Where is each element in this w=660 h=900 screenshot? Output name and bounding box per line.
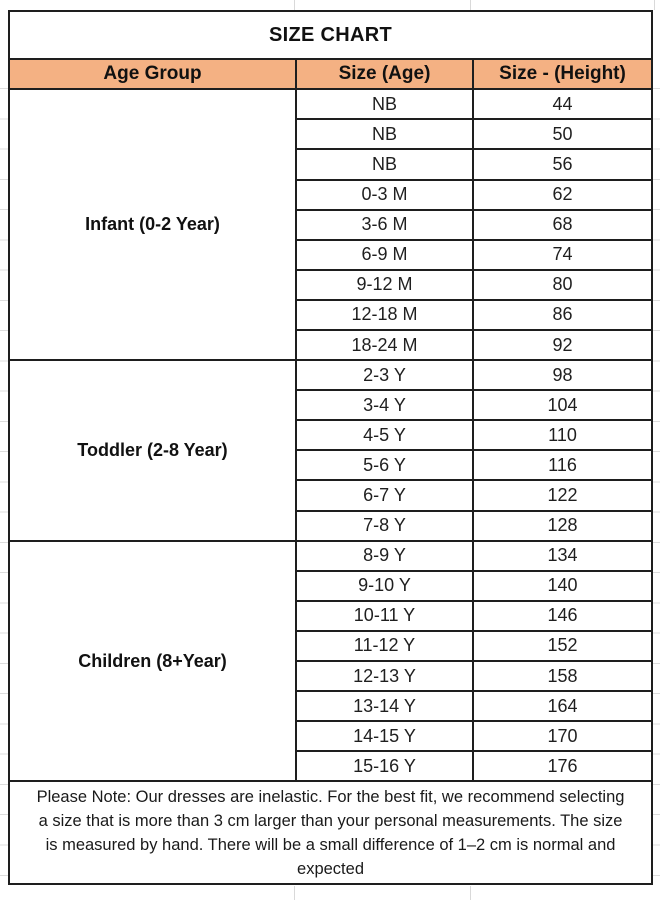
height-cell: 80 (471, 268, 654, 301)
table-row: Children (8+Year) 8-9 Y 134 (8, 539, 654, 783)
size-cell: 9-10 Y (295, 569, 474, 602)
gridline-ticks-right (652, 88, 660, 886)
height-cell: 146 (471, 599, 654, 632)
table-row: 9-10 Y 140 (9, 569, 654, 602)
size-cell: NB (295, 118, 474, 151)
size-cell: 6-7 Y (295, 479, 474, 512)
table-row: 18-24 M 92 (9, 328, 654, 362)
size-cell: 15-16 Y (295, 750, 474, 783)
table-row: 7-8 Y 128 (9, 509, 654, 542)
size-cell: 3-6 M (295, 208, 474, 241)
table-row: 3-4 Y 104 (9, 389, 654, 422)
height-cell: 62 (471, 178, 654, 211)
table-row: 9-12 M 80 (9, 268, 654, 301)
size-cell: 9-12 M (295, 268, 474, 301)
table-row: 6-9 M 74 (9, 238, 654, 271)
height-cell: 56 (471, 148, 654, 181)
size-cell: 5-6 Y (295, 449, 474, 482)
table-row: Infant (0-2 Year) NB 44 (8, 88, 654, 362)
height-cell: 98 (471, 359, 654, 392)
height-cell: 158 (471, 660, 654, 693)
table-row: 4-5 Y 110 (9, 419, 654, 452)
gridline-tick (654, 0, 655, 10)
gridline-tick (470, 886, 471, 900)
header-row: Age Group Size (Age) Size - (Height) (8, 58, 654, 91)
gridline-tick (294, 0, 295, 10)
height-cell: 170 (471, 720, 654, 753)
table-row: 14-15 Y 170 (9, 720, 654, 753)
size-cell: 10-11 Y (295, 599, 474, 632)
table-row: 6-7 Y 122 (9, 479, 654, 512)
height-cell: 104 (471, 389, 654, 422)
gridline-ticks-left (0, 88, 8, 886)
size-cell: NB (295, 148, 474, 181)
size-cell: 4-5 Y (295, 419, 474, 452)
group-cell-infant: Infant (0-2 Year) (8, 88, 297, 362)
size-cell: 2-3 Y (295, 359, 474, 392)
table-row: 3-6 M 68 (9, 208, 654, 241)
table-row: 0-3 M 62 (9, 178, 654, 211)
size-cell: 18-24 M (295, 328, 474, 362)
table-row: 5-6 Y 116 (9, 449, 654, 482)
height-cell: 74 (471, 238, 654, 271)
table-row: 11-12 Y 152 (9, 629, 654, 663)
size-cell: 6-9 M (295, 238, 474, 271)
table-row: 10-11 Y 146 (9, 599, 654, 632)
table-row: NB 56 (9, 148, 654, 181)
height-cell: 164 (471, 690, 654, 723)
group-cell-children: Children (8+Year) (8, 539, 297, 783)
height-cell: 86 (471, 298, 654, 332)
size-cell: 3-4 Y (295, 389, 474, 422)
height-cell: 140 (471, 569, 654, 602)
gridline-tick (470, 0, 471, 10)
height-cell: 122 (471, 479, 654, 512)
height-cell: 152 (471, 629, 654, 663)
note-row: Please Note: Our dresses are inelastic. … (7, 780, 654, 885)
size-cell: NB (295, 88, 474, 121)
height-cell: 50 (471, 118, 654, 151)
height-cell: 110 (471, 419, 654, 452)
table-row: 15-16 Y 176 (9, 750, 654, 783)
size-chart-table: SIZE CHART Age Group Size (Age) Size - (… (7, 9, 654, 885)
note-text: Please Note: Our dresses are inelastic. … (7, 780, 654, 885)
height-cell: 68 (471, 208, 654, 241)
size-cell: 0-3 M (295, 178, 474, 211)
size-cell: 14-15 Y (295, 720, 474, 753)
size-cell: 12-18 M (295, 298, 474, 332)
height-cell: 44 (471, 88, 654, 121)
page-title: SIZE CHART (7, 9, 654, 61)
header-cell-age-group: Age Group (8, 58, 297, 91)
header-cell-size-age: Size (Age) (295, 58, 474, 91)
table-row: 12-18 M 86 (9, 298, 654, 332)
table-row: 13-14 Y 164 (9, 690, 654, 723)
header-cell-size-height: Size - (Height) (471, 58, 654, 91)
size-cell: 11-12 Y (295, 629, 474, 663)
size-cell: 13-14 Y (295, 690, 474, 723)
height-cell: 92 (471, 328, 654, 362)
height-cell: 116 (471, 449, 654, 482)
size-cell: 8-9 Y (295, 539, 474, 572)
group-cell-toddler: Toddler (2-8 Year) (8, 359, 297, 542)
height-cell: 128 (471, 509, 654, 542)
table-row: 12-13 Y 158 (9, 660, 654, 693)
gridline-tick (294, 886, 295, 900)
height-cell: 176 (471, 750, 654, 783)
size-cell: 7-8 Y (295, 509, 474, 542)
size-cell: 12-13 Y (295, 660, 474, 693)
table-row: Toddler (2-8 Year) 2-3 Y 98 (8, 359, 654, 542)
title-row: SIZE CHART (7, 9, 654, 61)
table-row: NB 50 (9, 118, 654, 151)
height-cell: 134 (471, 539, 654, 572)
